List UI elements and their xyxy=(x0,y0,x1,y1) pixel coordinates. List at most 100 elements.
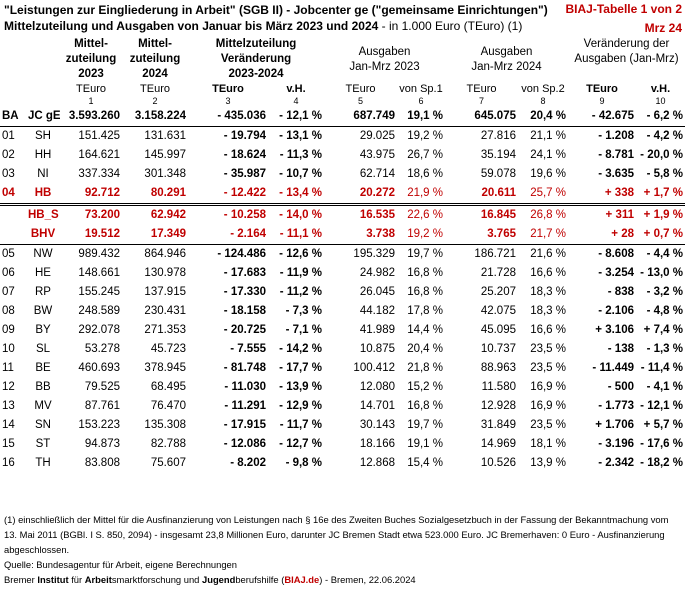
cell-c4: - 17,7 % xyxy=(279,362,322,374)
cell-c8: 16,9 % xyxy=(530,400,566,412)
cell-name: MV xyxy=(34,400,52,412)
cell-c9: + 338 xyxy=(604,187,634,199)
cell-c2: 301.348 xyxy=(144,168,186,180)
cell-c1: 79.525 xyxy=(84,381,120,393)
cell-c9: - 11.449 xyxy=(592,362,634,374)
cell-id: 06 xyxy=(2,267,15,279)
cell-c5: 24.982 xyxy=(359,267,395,279)
cell-c10: - 11,4 % xyxy=(640,362,683,374)
cell-id: 10 xyxy=(2,343,15,355)
cell-c9: - 3.635 xyxy=(598,168,634,180)
cell-name: BY xyxy=(35,324,51,336)
cell-c6: 16,8 % xyxy=(407,267,443,279)
cell-c5: 41.989 xyxy=(359,324,395,336)
cell-c2: 130.978 xyxy=(144,267,186,279)
column-number-row: 1 2 3 4 5 6 7 8 9 10 xyxy=(0,96,685,107)
unit-2: TEuro xyxy=(140,83,170,95)
cell-c6: 19,2 % xyxy=(397,126,445,146)
cell-c5: 100.412 xyxy=(353,362,395,374)
cell-c4: - 10,7 % xyxy=(279,168,322,180)
col-header-1: Mittel- zuteilung 2023 xyxy=(65,38,117,80)
table-row: 10 SL 53.278 45.723 - 7.555 - 14,2 % 10.875 20,… xyxy=(0,340,685,359)
col-num-2: 2 xyxy=(152,96,158,106)
col-num-10: 10 xyxy=(655,96,666,106)
cell-c10: - 20,0 % xyxy=(640,149,683,161)
table-row: HB_S 73.200 62.942- 10.258- 14,0 % 16.535 22… xyxy=(0,203,685,225)
table-row: 04 HB 92.712 80.291 - 12.422 - 13,4 % 20.272 21… xyxy=(0,184,685,205)
cell-c6: 19,1 % xyxy=(407,110,443,122)
table-row: 14 SN 153.223 135.308 - 17.915 - 11,7 % 30.143… xyxy=(0,416,685,435)
cell-c9: - 42.675 xyxy=(591,110,634,122)
title-line-2: Mittelzuteilung und Ausgaben von Januar … xyxy=(4,18,682,34)
cell-c9: - 8.608 xyxy=(598,248,634,260)
org-part: für xyxy=(68,574,85,585)
cell-id: 01 xyxy=(0,126,26,146)
cell-c9: - 2.342 xyxy=(598,457,634,469)
cell-name: SH xyxy=(26,126,60,146)
cell-c8: 25,7 % xyxy=(530,187,566,199)
org-part: Jugend xyxy=(202,574,236,585)
table-row: 12 BB 79.525 68.495 - 11.030 - 13,9 % 12.080 15… xyxy=(0,378,685,397)
cell-c8: 23,5 % xyxy=(530,419,566,431)
cell-c7: 42.075 xyxy=(480,305,516,317)
cell-c3: - 20.725 xyxy=(223,324,266,336)
biaj-link[interactable]: BIAJ.de xyxy=(284,574,320,585)
col-num-9: 9 xyxy=(599,96,605,106)
cell-c9: - 838 xyxy=(607,286,634,298)
cell-c1: 53.278 xyxy=(84,343,120,355)
title-line-2-normal: - in 1.000 Euro (TEuro) (1) xyxy=(378,19,523,33)
col-header-4: Ausgaben Jan-Mrz 2023 xyxy=(349,46,420,73)
cell-name: BB xyxy=(35,381,51,393)
org-part: smarktforschung und xyxy=(111,574,202,585)
cell-c5: 12.868 xyxy=(359,457,395,469)
cell-c7: 3.765 xyxy=(445,225,518,245)
cell-c6: 16,8 % xyxy=(407,286,443,298)
cell-c6: 19,7 % xyxy=(407,248,443,260)
col-num-7: 7 xyxy=(478,96,484,106)
cell-name: HH xyxy=(34,149,52,161)
cell-c9: - 2.106 xyxy=(598,305,634,317)
cell-c4: - 14,2 % xyxy=(279,343,322,355)
cell-c9: - 1.208 xyxy=(568,126,636,146)
cell-c10: - 13,0 % xyxy=(640,267,683,279)
cell-c5: 16.535 xyxy=(324,203,397,225)
cell-c2: 131.631 xyxy=(122,126,188,146)
cell-c3: - 7.555 xyxy=(230,343,266,355)
cell-id: 15 xyxy=(2,438,15,450)
cell-c7: 186.721 xyxy=(474,248,516,260)
cell-c3: - 17.683 xyxy=(223,267,266,279)
cell-id: 09 xyxy=(2,324,15,336)
cell-c9: - 3.254 xyxy=(598,267,634,279)
table-row: 06 HE 148.661 130.978 - 17.683 - 11,9 % 24.982… xyxy=(0,264,685,283)
cell-c6: 14,4 % xyxy=(407,324,443,336)
org-part: berufshilfe ( xyxy=(235,574,285,585)
cell-c9: + 1.706 xyxy=(595,419,634,431)
cell-id: 14 xyxy=(2,419,15,431)
cell-c7: 88.963 xyxy=(480,362,516,374)
cell-c1: 248.589 xyxy=(78,305,120,317)
cell-c3: - 35.987 xyxy=(223,168,266,180)
cell-c8: 16,6 % xyxy=(530,267,566,279)
cell-c3: - 17.915 xyxy=(223,419,266,431)
cell-c7: 645.075 xyxy=(474,110,516,122)
cell-c6: 21,9 % xyxy=(407,187,443,199)
cell-c3: - 8.202 xyxy=(230,457,266,469)
organization-line: Bremer Institut für Arbeitsmarktforschun… xyxy=(4,572,682,587)
cell-c6: 19,2 % xyxy=(397,225,445,245)
cell-c5: 29.025 xyxy=(324,126,397,146)
col-num-6: 6 xyxy=(418,96,424,106)
cell-c7: 16.845 xyxy=(445,203,518,225)
col-num-3: 3 xyxy=(225,96,231,106)
cell-c7: 12.928 xyxy=(480,400,516,412)
cell-c3: - 12.086 xyxy=(223,438,266,450)
cell-c6: 16,8 % xyxy=(407,400,443,412)
table-row: 11 BE 460.693 378.945 - 81.748 - 17,7 % 100.41… xyxy=(0,359,685,378)
cell-c2: 230.431 xyxy=(144,305,186,317)
cell-c8: 18,3 % xyxy=(530,305,566,317)
cell-id: 08 xyxy=(2,305,15,317)
cell-c8: 23,5 % xyxy=(530,343,566,355)
unit-row: TEuro TEuro TEuro v.H. TEuro von Sp.1 TE… xyxy=(0,82,685,96)
cell-c2: 80.291 xyxy=(150,187,186,199)
cell-c4: - 12,7 % xyxy=(279,438,322,450)
